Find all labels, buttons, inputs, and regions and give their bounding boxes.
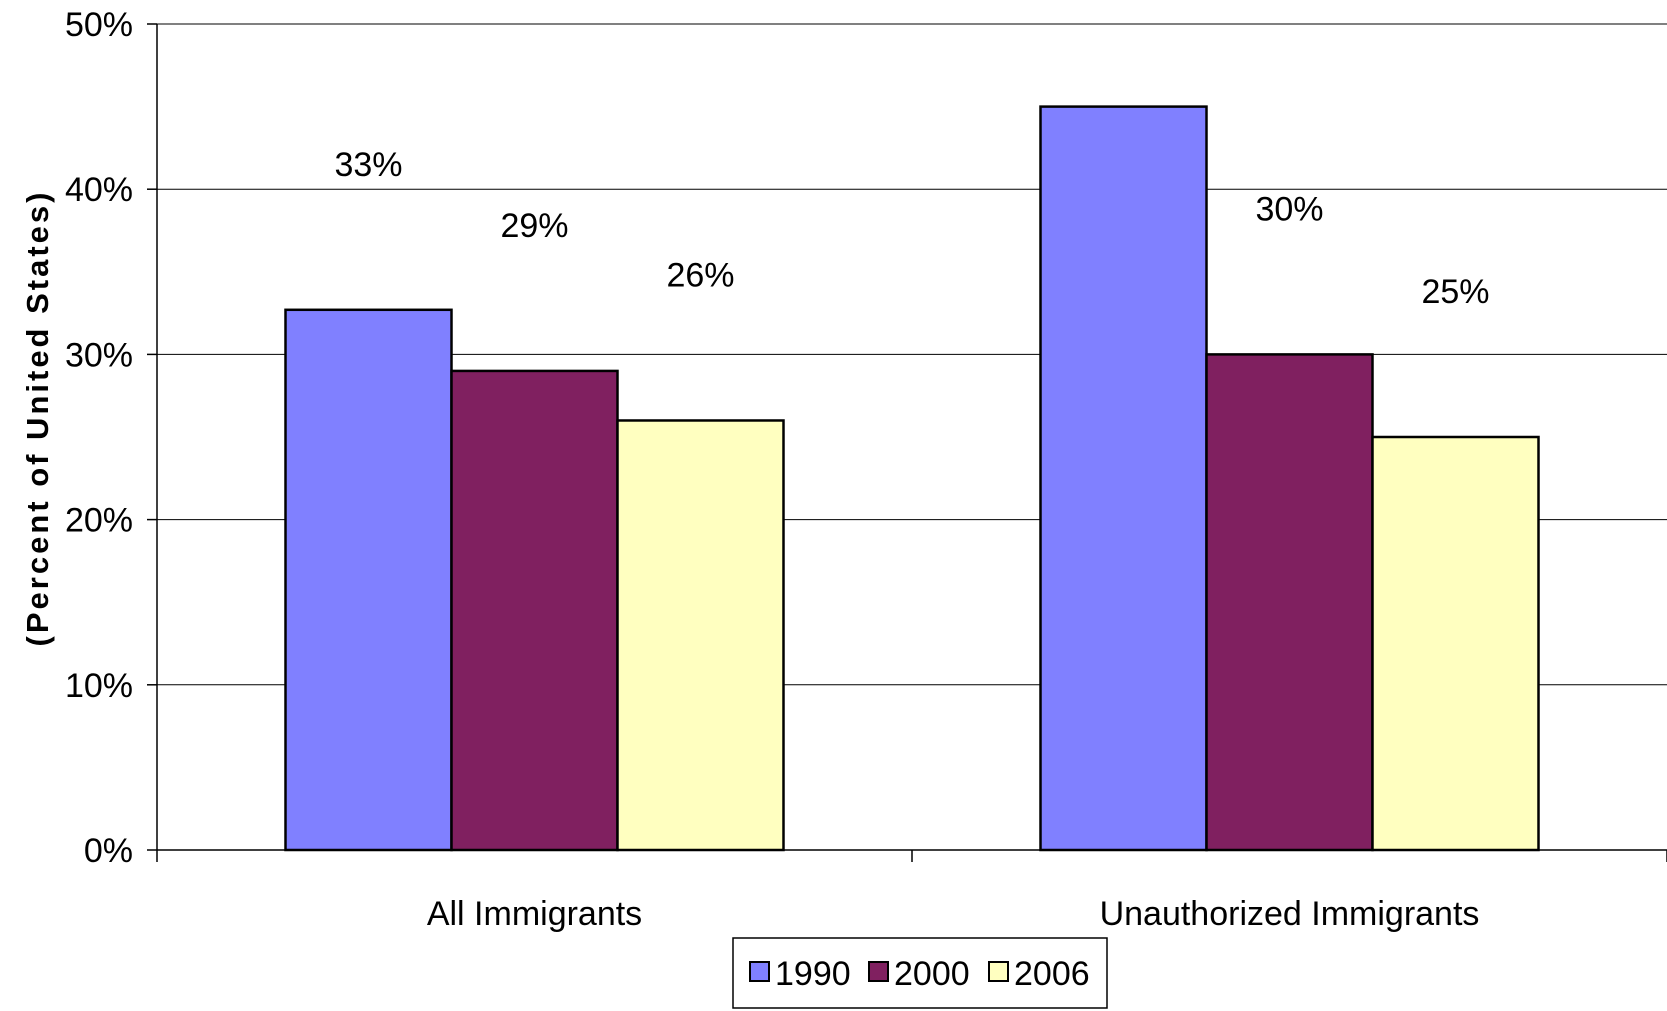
legend-label: 2000 (894, 955, 970, 993)
y-axis-title: (Percent of United States) (20, 190, 55, 647)
data-label: 25% (1421, 273, 1489, 311)
y-tick-label: 30% (65, 336, 133, 374)
legend: 1990 2000 2006 (732, 937, 1108, 1009)
y-tick-label: 10% (65, 667, 133, 705)
bar (450, 369, 619, 852)
legend-swatch (988, 961, 1009, 982)
axes: 0% 10% 20% 30% 40% 50% All Immigrants Unauthori… (65, 6, 1667, 933)
x-category-label: All Immigrants (427, 895, 642, 933)
legend-swatch (868, 961, 889, 982)
y-tick-label: 0% (84, 832, 133, 870)
bar (1205, 353, 1374, 852)
bar (284, 308, 453, 852)
data-label: 33% (334, 146, 402, 184)
y-tick-label: 40% (65, 171, 133, 209)
data-label: 26% (666, 257, 734, 295)
bar (616, 419, 785, 852)
bar (1371, 435, 1540, 852)
y-tick-label: 20% (65, 502, 133, 540)
data-label: 30% (1255, 191, 1323, 229)
bars (284, 105, 1540, 852)
bar (1039, 105, 1208, 852)
legend-label: 1990 (775, 955, 851, 993)
legend-label: 2006 (1014, 955, 1090, 993)
y-tick-label: 50% (65, 6, 133, 44)
data-label: 29% (500, 207, 568, 245)
data-labels: 33%29%26%45%30%25% (334, 146, 1489, 311)
legend-box (732, 937, 1108, 1009)
legend-swatch (749, 961, 770, 982)
x-category-label: Unauthorized Immigrants (1100, 895, 1480, 933)
